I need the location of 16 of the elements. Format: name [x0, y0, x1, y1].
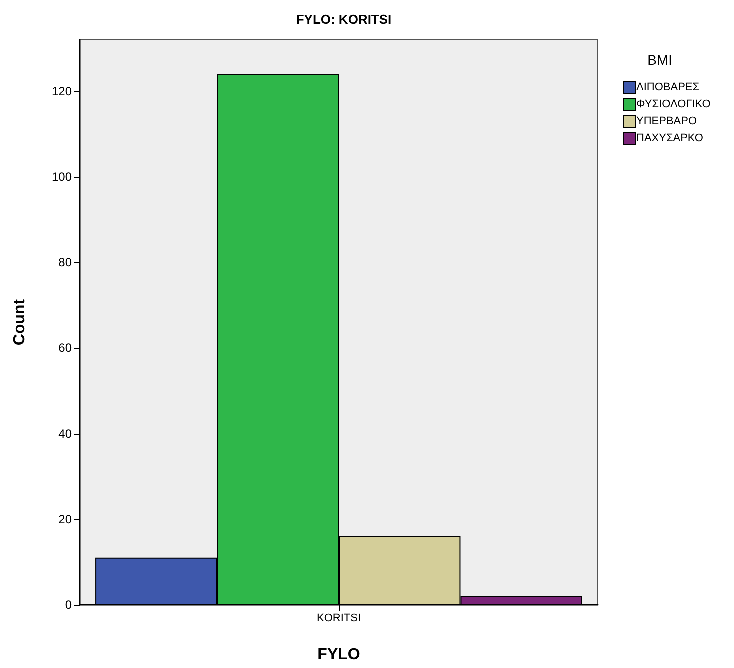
y-tick-label: 0 [65, 598, 72, 612]
legend-title: BMI [648, 52, 672, 68]
legend-label: ΦΥΣΙΟΛΟΓΙΚΟ [636, 98, 712, 110]
y-tick-label: 20 [58, 512, 72, 526]
y-tick-label: 120 [52, 84, 72, 98]
y-tick-label: 80 [58, 256, 72, 270]
legend-label: ΛΙΠΟΒΑΡΕΣ [636, 82, 700, 94]
y-tick-label: 40 [58, 426, 72, 441]
chart-title: FYLO: KORITSI [296, 12, 392, 27]
x-axis-title: FYLO [318, 646, 360, 664]
x-tick-label: KORITSI [316, 612, 362, 624]
y-tick-label: 100 [52, 170, 72, 184]
y-tick-label: 60 [58, 341, 72, 356]
legend-label: ΥΠΕΡΒΑΡΟ [636, 116, 698, 128]
y-axis-title: Count [12, 298, 28, 346]
legend-label: ΠΑΧΥΣΑΡΚΟ [636, 132, 704, 144]
